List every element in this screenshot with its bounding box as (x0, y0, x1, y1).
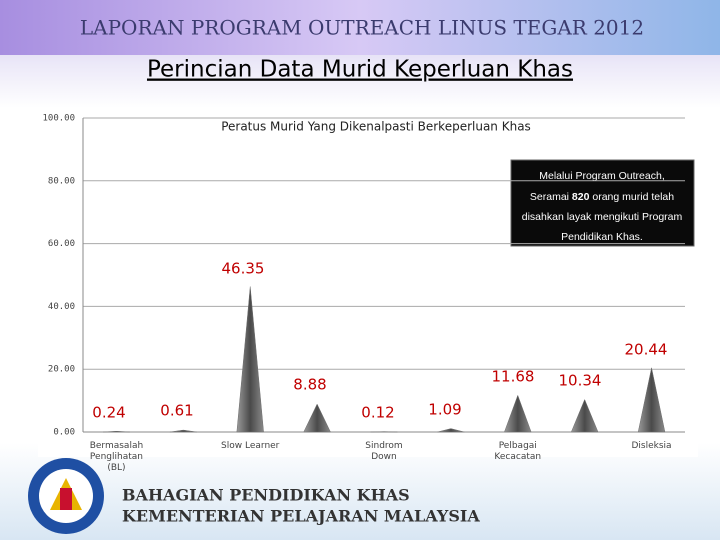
data-label: 20.44 (625, 341, 668, 359)
annotation-line: Pendidikan Khas. (561, 231, 643, 243)
data-label: 11.68 (492, 368, 535, 386)
x-tick-label: Sindrom Down (365, 441, 403, 462)
annotation-number: 820 (572, 191, 590, 203)
x-tick-label: Disleksia (631, 441, 672, 451)
bar (236, 286, 264, 433)
bar (437, 428, 465, 433)
data-label: 8.88 (293, 376, 326, 394)
y-tick-label: 20.00 (48, 365, 75, 375)
logo (28, 458, 104, 534)
x-tick-label: Pelbagai Kecacatan (494, 441, 542, 462)
y-tick-label: 40.00 (48, 302, 75, 312)
data-label: 0.61 (160, 402, 193, 420)
bar (303, 403, 331, 433)
annotation-part: orang murid telah (592, 191, 674, 203)
data-label: 0.24 (92, 404, 125, 422)
banner-text: LAPORAN PROGRAM OUTREACH LINUS TEGAR 201… (80, 16, 644, 40)
slide-title: Perincian Data Murid Keperluan Khas (147, 57, 573, 83)
x-tick-label: Bermasalah Penglihatan (BL) (89, 441, 144, 473)
data-label: 10.34 (559, 372, 602, 390)
bar (570, 398, 599, 433)
annotation-line: Melalui Program Outreach, (539, 170, 664, 182)
y-tick-label: 60.00 (48, 239, 75, 249)
bar (169, 429, 197, 433)
y-tick-label: 100.00 (42, 114, 75, 124)
bar (504, 394, 532, 433)
footer-line: BAHAGIAN PENDIDIKAN KHAS (122, 486, 410, 505)
logo-shape (60, 488, 72, 510)
data-label: 46.35 (222, 260, 265, 278)
chart-title: Peratus Murid Yang Dikenalpasti Berkeper… (221, 120, 531, 134)
data-label: 1.09 (428, 401, 461, 419)
banner (0, 0, 720, 55)
annotation-part: Seramai (530, 191, 569, 203)
bar (637, 367, 666, 433)
data-label: 0.12 (361, 404, 394, 422)
bar (103, 430, 130, 433)
annotation-box (510, 159, 695, 247)
y-tick-label: 80.00 (48, 176, 75, 186)
annotation-line: disahkan layak mengikuti Program (522, 211, 683, 223)
x-tick-label: Slow Learner (221, 441, 280, 451)
footer-line: KEMENTERIAN PELAJARAN MALAYSIA (122, 507, 480, 526)
y-tick-label: 0.00 (53, 428, 75, 438)
annotation-line: Seramai 820 orang murid telah (530, 191, 674, 203)
